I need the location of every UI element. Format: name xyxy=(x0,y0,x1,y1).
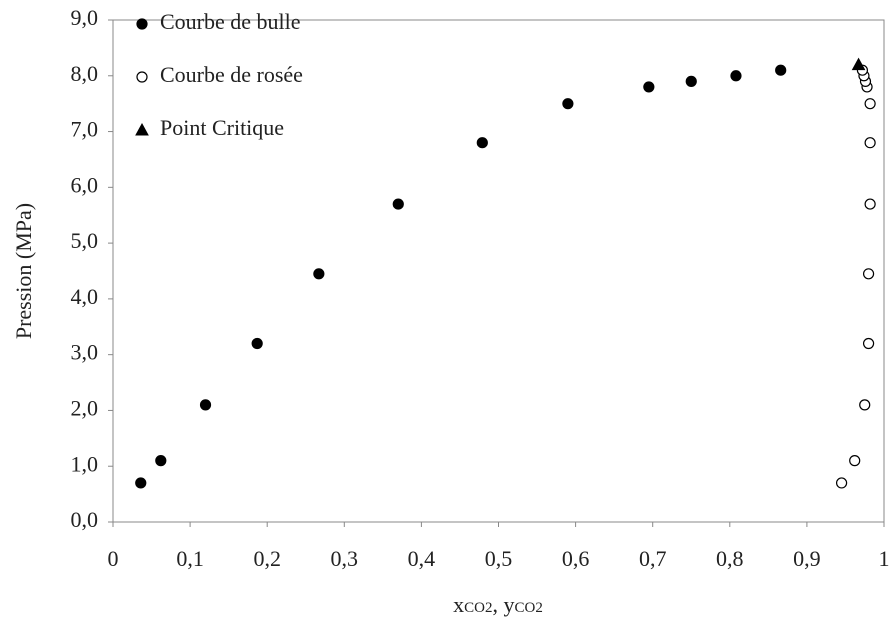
x-tick-label: 0,8 xyxy=(716,546,744,571)
y-tick-label: 7,0 xyxy=(71,117,99,142)
x-tick-label: 1 xyxy=(879,546,890,571)
point xyxy=(313,268,325,280)
x-tick-label: 0,2 xyxy=(253,546,281,571)
y-tick-label: 3,0 xyxy=(71,340,99,365)
x-tick-label: 0,4 xyxy=(408,546,436,571)
legend-label: Point Critique xyxy=(160,115,284,140)
y-tick-label: 0,0 xyxy=(71,507,99,532)
legend-marker xyxy=(136,71,148,83)
x-tick-label: 0 xyxy=(108,546,119,571)
x-title-sub: CO2 xyxy=(464,600,492,616)
x-axis-title: xCO2, yCO2 xyxy=(453,592,543,617)
point xyxy=(851,57,866,71)
point xyxy=(155,455,167,467)
point xyxy=(643,81,655,93)
y-tick-label: 5,0 xyxy=(71,228,99,253)
point xyxy=(251,337,263,350)
legend-label: Courbe de bulle xyxy=(160,9,301,34)
point xyxy=(864,198,876,210)
point xyxy=(562,98,574,110)
y-tick-label: 4,0 xyxy=(71,284,99,309)
point xyxy=(864,137,876,149)
point xyxy=(685,75,697,87)
x-title-sub: CO2 xyxy=(515,600,543,616)
point xyxy=(730,70,742,82)
y-axis-title: Pression (MPa) xyxy=(11,203,36,339)
point xyxy=(859,399,871,411)
x-tick-label: 0,5 xyxy=(485,546,513,571)
y-tick-label: 2,0 xyxy=(71,395,99,420)
point xyxy=(476,137,488,149)
y-tick-label: 1,0 xyxy=(71,451,99,476)
point xyxy=(775,64,787,76)
x-tick-label: 0,1 xyxy=(176,546,204,571)
x-title-part: x xyxy=(453,592,464,617)
point xyxy=(864,98,876,110)
point xyxy=(849,455,861,467)
x-tick-label: 0,7 xyxy=(639,546,667,571)
legend-marker xyxy=(136,18,148,30)
point xyxy=(862,268,875,280)
y-tick-label: 9,0 xyxy=(71,5,99,30)
legend-label: Courbe de rosée xyxy=(160,62,303,87)
plot-frame xyxy=(112,19,885,523)
x-tick-label: 0,3 xyxy=(331,546,359,571)
y-tick-label: 6,0 xyxy=(71,172,99,197)
x-tick-label: 0,6 xyxy=(562,546,590,571)
point xyxy=(835,477,848,489)
x-title-part: , y xyxy=(493,592,515,617)
legend-marker xyxy=(135,122,149,136)
point xyxy=(392,198,404,210)
point xyxy=(135,477,147,489)
point xyxy=(199,399,212,411)
point xyxy=(862,337,875,350)
x-tick-label: 0,9 xyxy=(793,546,821,571)
y-tick-label: 8,0 xyxy=(71,61,99,86)
